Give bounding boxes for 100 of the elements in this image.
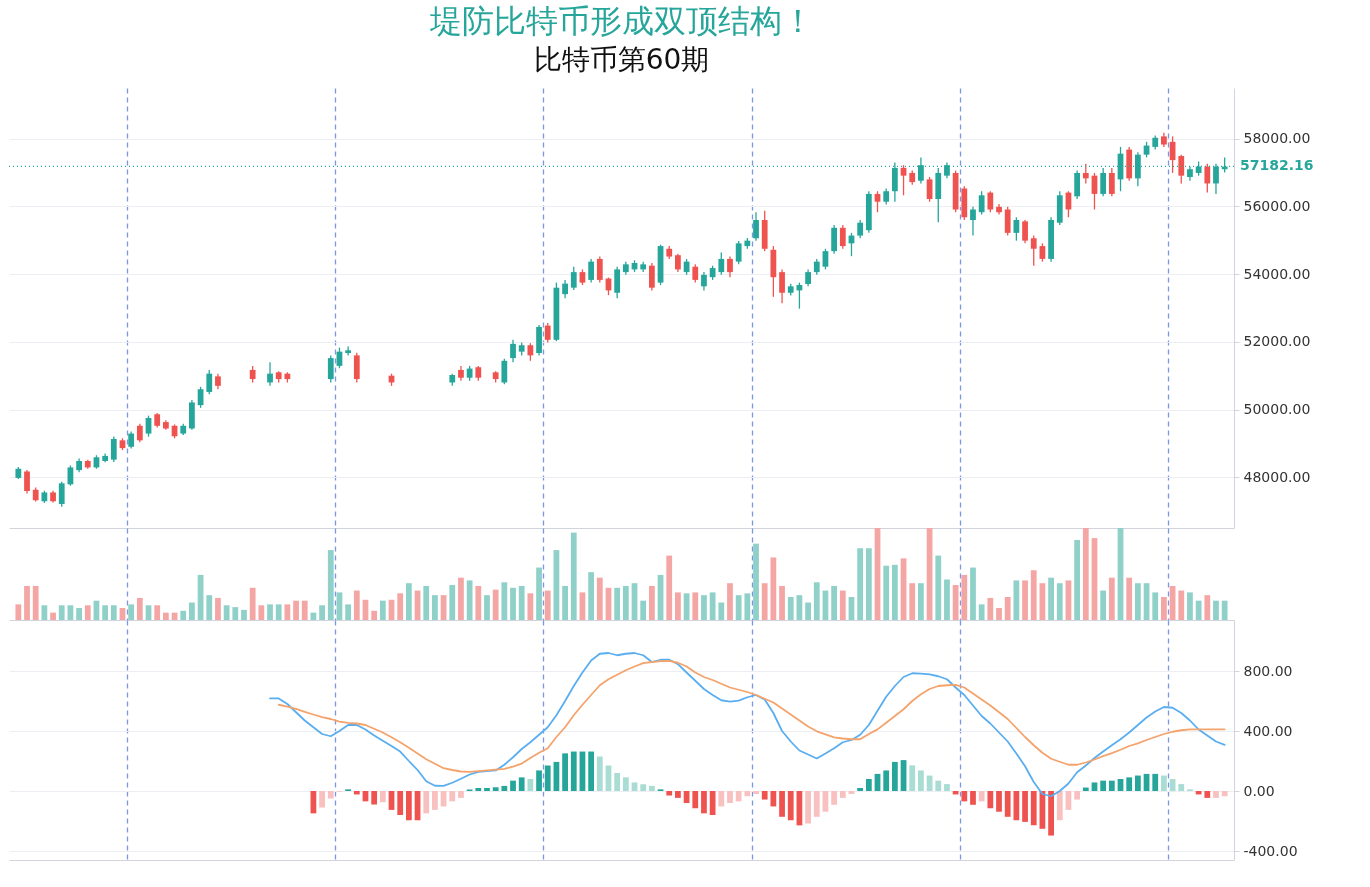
bar	[1221, 600, 1228, 620]
bar	[275, 604, 282, 620]
bar	[631, 782, 638, 791]
bar	[1134, 775, 1141, 791]
candlestick	[779, 268, 785, 304]
bar	[319, 791, 325, 808]
bar	[1108, 577, 1115, 620]
bar	[423, 585, 430, 620]
bar	[891, 564, 898, 620]
candlestick	[327, 354, 334, 384]
bar	[32, 585, 39, 620]
bar	[371, 610, 378, 620]
bar	[58, 605, 65, 620]
bar	[970, 791, 976, 805]
bar	[831, 585, 838, 620]
bar	[1152, 773, 1159, 791]
candlestick	[1108, 167, 1115, 197]
bar	[909, 583, 916, 620]
bar	[536, 567, 542, 620]
bar	[622, 585, 629, 620]
bar	[1126, 777, 1133, 791]
bar	[501, 785, 508, 791]
bar	[761, 583, 768, 620]
y-tick-label: 0.00	[1243, 782, 1275, 799]
bar	[1134, 583, 1141, 620]
y-tick-label: 58000.00	[1243, 130, 1311, 147]
bar	[397, 791, 404, 815]
candlestick	[510, 339, 516, 363]
bar	[1022, 580, 1028, 620]
bar	[944, 784, 950, 791]
bar	[345, 604, 352, 620]
bar	[735, 791, 742, 802]
bar	[136, 597, 143, 620]
bar	[1004, 791, 1011, 817]
bar	[544, 590, 551, 620]
bar	[692, 791, 699, 809]
bar	[1100, 590, 1107, 620]
bar	[770, 791, 777, 807]
candlestick	[588, 258, 595, 284]
candlestick	[1178, 154, 1185, 185]
bar	[675, 791, 681, 798]
bar	[232, 607, 239, 620]
bar	[692, 592, 699, 620]
bar	[1091, 782, 1098, 791]
bar	[1056, 583, 1063, 620]
bar	[961, 791, 968, 802]
bar	[779, 791, 785, 817]
bar	[189, 602, 195, 620]
bar	[24, 585, 30, 620]
bar	[1161, 597, 1167, 620]
bar	[518, 777, 525, 791]
bar	[41, 605, 48, 620]
candlestick	[831, 224, 838, 255]
bar	[249, 587, 256, 620]
bar	[701, 791, 707, 814]
bar	[675, 592, 681, 620]
bar	[258, 605, 265, 620]
bar	[640, 784, 647, 791]
bar	[596, 756, 603, 791]
bar	[1074, 791, 1081, 800]
bar	[466, 580, 473, 620]
bar	[562, 753, 568, 791]
bar	[805, 602, 811, 620]
y-tick-label: -400.00	[1243, 842, 1298, 859]
y-tick-label: 48000.00	[1243, 468, 1311, 485]
bar	[857, 788, 864, 791]
candlestick	[1013, 216, 1020, 242]
bar	[76, 608, 82, 620]
bar	[110, 605, 117, 620]
bar	[536, 770, 542, 791]
bar	[154, 605, 161, 620]
candlestick	[110, 435, 117, 463]
bar	[1013, 580, 1020, 620]
bar	[215, 597, 221, 620]
bar	[449, 585, 456, 620]
bar	[484, 595, 490, 620]
bar	[744, 593, 751, 620]
bar	[570, 751, 577, 791]
bar	[961, 574, 968, 620]
bar	[518, 585, 525, 620]
bar	[562, 585, 568, 620]
bar	[987, 791, 994, 809]
candlestick	[1004, 206, 1011, 237]
bar	[614, 773, 621, 791]
bar	[1022, 791, 1028, 822]
bar	[527, 593, 534, 620]
candlestick	[692, 263, 699, 284]
bar	[640, 600, 647, 620]
bar	[666, 791, 673, 796]
bar	[405, 583, 412, 620]
bar	[1213, 791, 1219, 798]
bar	[970, 567, 976, 620]
bar	[648, 785, 655, 791]
bar	[761, 791, 768, 800]
bar	[996, 608, 1002, 620]
bar	[614, 587, 621, 620]
y-tick-label: 400.00	[1243, 722, 1293, 739]
candlestick	[1030, 234, 1037, 267]
bar	[865, 548, 872, 620]
bar	[1048, 791, 1054, 836]
